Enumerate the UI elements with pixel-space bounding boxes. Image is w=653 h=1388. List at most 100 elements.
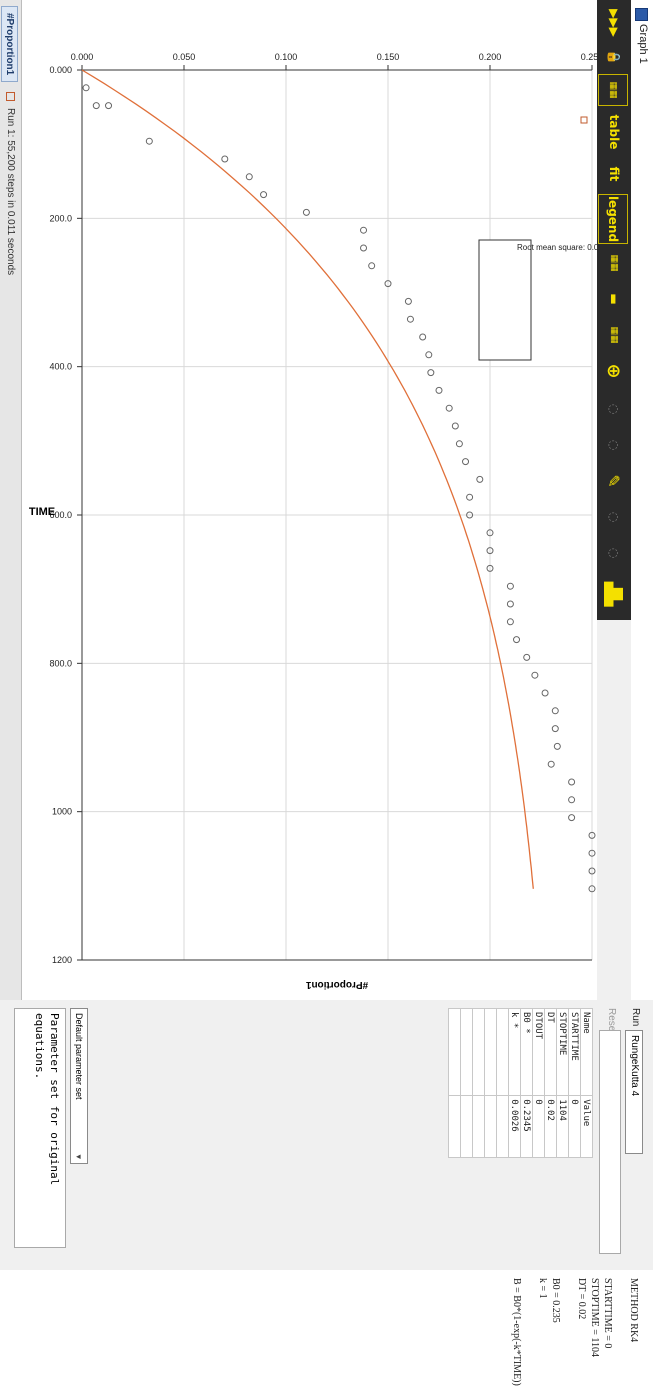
y-tick-label: 0.250 — [581, 52, 597, 62]
method-selector[interactable]: RungeKutta 4 — [625, 1030, 643, 1154]
grid-icon[interactable]: ▦▦ — [609, 254, 619, 272]
legend-button[interactable]: legend — [598, 194, 628, 244]
param-name: DTOUT — [532, 1008, 545, 1096]
disabled-tool-icon: ◌ — [607, 439, 621, 451]
data-points-layer — [82, 84, 596, 893]
data-point — [466, 493, 474, 501]
column-header-value: Value — [580, 1095, 593, 1158]
table-row[interactable]: STOPTIME 1104 — [556, 1008, 569, 1158]
data-point — [486, 564, 494, 572]
param-name: B0 * — [520, 1008, 533, 1096]
data-point — [435, 386, 443, 394]
data-point — [445, 404, 453, 412]
data-point — [551, 707, 559, 715]
bar-chart-icon[interactable]: ▟▙ — [604, 581, 624, 607]
disabled-pan-icon: ◌ — [607, 511, 621, 523]
param-value[interactable]: 0.0026 — [508, 1095, 521, 1158]
x-tick-label: 0.000 — [49, 65, 72, 75]
data-point — [531, 671, 539, 679]
graph-window: Graph 1 ▶▶▶ 🔒 ▦▦ table fit legend ▦▦ ▬ ▦… — [0, 0, 653, 1001]
plot-panel: 0.000 200.0 400.0 600.0 800.0 1000 1200 0.000 0.… — [22, 0, 617, 1000]
table-row[interactable]: DTOUT 0 — [532, 1008, 545, 1158]
graph-toolbar: ▶▶▶ 🔒 ▦▦ table fit legend ▦▦ ▬ ▦▦ ⊕ ◌ ◌ … — [597, 0, 631, 620]
fit-button[interactable]: fit — [607, 166, 621, 182]
param-value[interactable]: 0.2345 — [520, 1095, 533, 1158]
empty-cell — [496, 1095, 509, 1158]
data-point — [427, 369, 435, 377]
table-row — [448, 1008, 461, 1158]
data-point — [82, 84, 90, 92]
data-point — [486, 547, 494, 555]
param-name: DT — [544, 1008, 557, 1096]
data-point — [245, 173, 253, 181]
param-value[interactable]: 0 — [568, 1095, 581, 1158]
status-tab-proportion1[interactable]: #Proportion1 — [1, 6, 18, 83]
graph-mode-icon[interactable]: ▦▦ — [598, 74, 628, 106]
table-grid-icon[interactable]: ▦▦ — [609, 326, 619, 344]
data-point — [466, 511, 474, 519]
data-point — [568, 796, 576, 804]
data-point — [360, 244, 368, 252]
table-button[interactable]: table — [607, 114, 621, 150]
parameter-set-selector[interactable]: Default parameter set ▾ — [70, 1008, 88, 1164]
parameter-set-description[interactable]: Parameter set for original equations. — [14, 1008, 66, 1248]
table-row[interactable]: B0 * 0.2345 — [520, 1008, 533, 1158]
equation-line: METHOD RK4 — [628, 1278, 639, 1343]
table-row[interactable]: STARTTIME 0 — [568, 1008, 581, 1158]
data-point — [92, 102, 100, 110]
line-style-icon[interactable]: ▬ — [607, 293, 621, 305]
table-row — [496, 1008, 509, 1158]
toolbar-gray-band — [597, 620, 631, 1000]
fit-curve — [81, 69, 534, 889]
x-tick-label: 1000 — [52, 807, 72, 817]
data-point — [568, 778, 576, 786]
y-tick-label: 0.000 — [71, 52, 94, 62]
run-controls: Run RungeKutta 4 Reset — [597, 1008, 647, 1258]
disabled-export-icon: ◌ — [607, 547, 621, 559]
graph-window-icon — [635, 8, 648, 21]
empty-cell — [460, 1008, 473, 1096]
data-point — [425, 351, 433, 359]
scatter-chart[interactable]: 0.000 200.0 400.0 600.0 800.0 1000 1200 0.000 0.… — [22, 0, 617, 1000]
run-button[interactable]: Run — [630, 1008, 641, 1027]
table-row — [472, 1008, 485, 1158]
data-point — [105, 102, 113, 110]
param-value[interactable]: 0 — [532, 1095, 545, 1158]
data-point — [506, 600, 514, 608]
equation-line: B0 = 0.235 — [550, 1278, 561, 1323]
table-row[interactable]: k * 0.0026 — [508, 1008, 521, 1158]
data-point — [588, 867, 596, 875]
data-point — [404, 297, 412, 305]
status-bar: #Proportion1 Run 1: 55,200 steps in 0.01… — [0, 0, 22, 1000]
param-value[interactable]: 0.02 — [544, 1095, 557, 1158]
param-value[interactable]: 1104 — [556, 1095, 569, 1158]
data-point — [451, 422, 459, 430]
table-row — [460, 1008, 473, 1158]
data-point — [260, 191, 268, 199]
equation-panel: METHOD RK4 STARTTIME = 0 STOPTIME = 1104… — [0, 1270, 653, 1388]
chevron-down-icon: ▾ — [74, 1154, 84, 1159]
empty-cell — [472, 1095, 485, 1158]
legend-box[interactable] — [478, 239, 532, 361]
table-header-row: Name Value — [580, 1008, 593, 1158]
y-tick-label: 0.150 — [377, 52, 400, 62]
lock-icon[interactable]: 🔒 — [607, 49, 621, 65]
data-point — [406, 315, 414, 323]
x-tick-label: 800.0 — [49, 658, 72, 668]
data-point — [462, 458, 470, 466]
crosshair-icon[interactable]: ⊕ — [603, 363, 625, 379]
table-row[interactable]: DT 0.02 — [544, 1008, 557, 1158]
data-point — [486, 529, 494, 537]
window-titlebar[interactable]: Graph 1 — [630, 0, 653, 1000]
empty-cell — [484, 1095, 497, 1158]
pencil-icon[interactable]: ✎ — [604, 474, 624, 488]
equation-line: DT = 0.02 — [576, 1278, 587, 1320]
empty-cell — [448, 1095, 461, 1158]
window-title: Graph 1 — [637, 24, 649, 64]
empty-cell — [448, 1008, 461, 1096]
tick-labels: 0.000 200.0 400.0 600.0 800.0 1000 1200 0.000 0.… — [49, 52, 603, 965]
fast-forward-icon[interactable]: ▶▶▶ — [607, 9, 621, 37]
y-tick-label: 0.100 — [275, 52, 298, 62]
data-point — [506, 618, 514, 626]
